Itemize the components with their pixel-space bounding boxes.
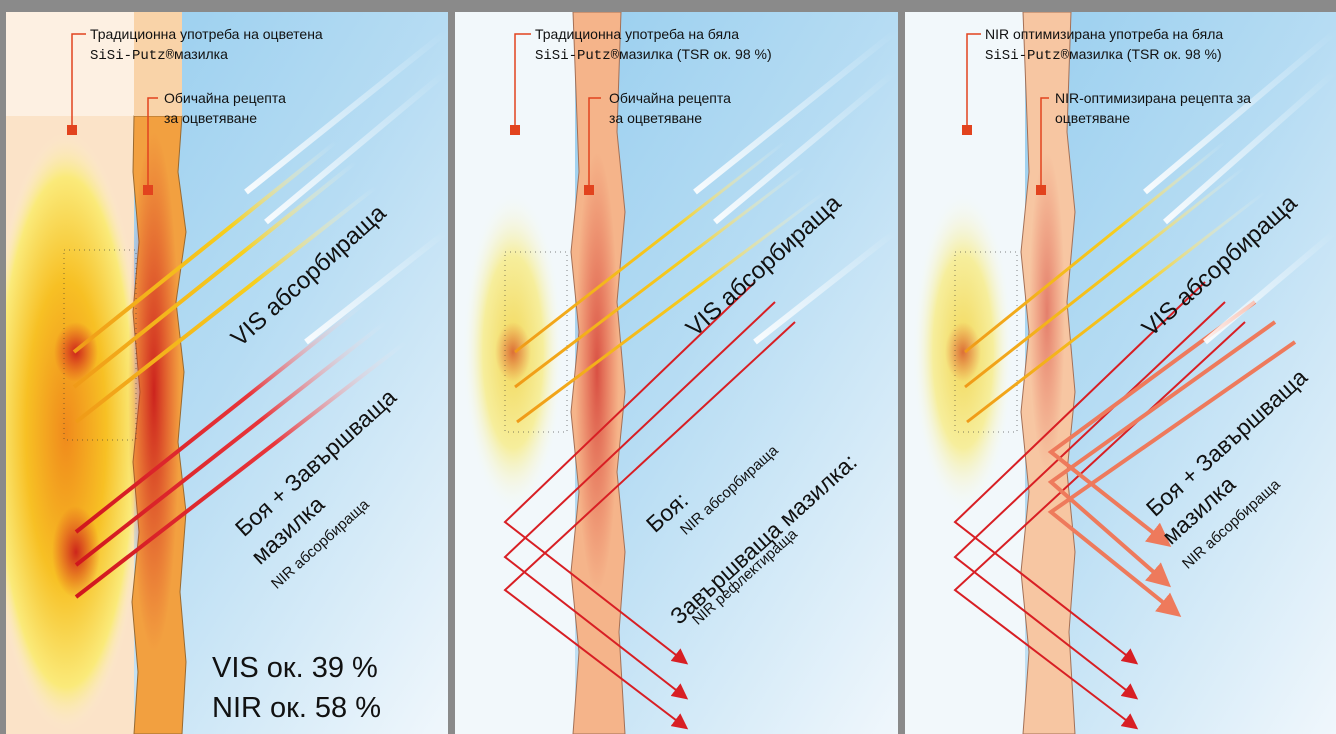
caption-recipe: NIR-оптимизирана рецепта за оцветяване [1055, 88, 1251, 128]
caption-line: за оцветяване [609, 110, 703, 126]
marker [143, 185, 153, 195]
light-streaks [1143, 29, 1336, 345]
caption-recipe: Обичайна рецепта за оцветяване [609, 88, 731, 128]
vis-rays [72, 140, 378, 424]
caption-line: за оцветяване [164, 110, 258, 126]
caption-recipe: Обичайна рецепта за оцветяване [164, 88, 286, 128]
vis-rays [964, 140, 1266, 424]
leader-lines [71, 33, 158, 192]
vis-rays [514, 140, 826, 424]
marker [962, 125, 972, 135]
caption-line: мазилка (TSR ок. 98 %) [1069, 46, 1222, 62]
caption-usage: NIR оптимизирана употреба на бяла SiSi-P… [985, 24, 1223, 66]
panel-illustration [905, 12, 1336, 734]
stat-nir: NIR ок. 58 % [212, 692, 382, 724]
pore-pattern [504, 251, 568, 433]
marker [510, 125, 520, 135]
caption-line: Обичайна рецепта [609, 90, 731, 106]
stats-block: VIS ок. 39 % NIR ок. 58 % [212, 648, 381, 728]
panel-nir-optimized: NIR оптимизирана употреба на бяла SiSi-P… [905, 12, 1336, 734]
panel-colored-plaster: Традиционна употреба на оцветена SiSi-Pu… [6, 12, 448, 734]
heat-spot [52, 506, 100, 598]
caption-usage: Традиционна употреба на бяла SiSi-Putz®м… [535, 24, 772, 66]
top-band [6, 12, 134, 116]
caption-line: NIR-оптимизирана рецепта за [1055, 90, 1251, 106]
brand-name: SiSi-Putz® [90, 48, 175, 64]
pore-pattern [954, 251, 1018, 433]
nir-plaster-reflect-rays [1047, 300, 1297, 618]
leader-lines [966, 33, 1049, 192]
nir-rays [74, 300, 408, 599]
caption-line: NIR оптимизирана употреба на бяла [985, 26, 1224, 42]
brand-name: SiSi-Putz® [985, 48, 1070, 64]
heat-glow [6, 132, 146, 732]
marker [1036, 185, 1046, 195]
panel-white-plaster: Традиционна употреба на бяла SiSi-Putz®м… [455, 12, 898, 734]
caption-line: Обичайна рецепта [164, 90, 286, 106]
caption-line: Традиционна употреба на бяла [535, 26, 740, 42]
panel-illustration [6, 12, 448, 734]
caption-usage: Традиционна употреба на оцветена SiSi-Pu… [90, 24, 323, 66]
pore-pattern [63, 249, 137, 441]
panel-illustration [455, 12, 898, 734]
caption-line: оцветяване [1055, 110, 1130, 126]
plaster-heat [1029, 152, 1065, 472]
plaster-top [134, 12, 182, 116]
plaster-heat [128, 132, 180, 652]
light-streaks [693, 29, 897, 345]
leader-lines [514, 33, 601, 192]
caption-line: мазилка (TSR ок. 98 %) [619, 46, 772, 62]
marker [584, 185, 594, 195]
heat-spot [495, 322, 531, 382]
plaster-heat [575, 152, 619, 592]
light-streaks [244, 29, 448, 345]
caption-line: Традиционна употреба на оцветена [90, 26, 323, 42]
stat-vis: VIS ок. 39 % [212, 652, 378, 684]
caption-line: мазилка [174, 46, 228, 62]
marker [67, 125, 77, 135]
brand-name: SiSi-Putz® [535, 48, 620, 64]
heat-spot [945, 322, 981, 382]
nir-reflect-rays [503, 281, 796, 730]
